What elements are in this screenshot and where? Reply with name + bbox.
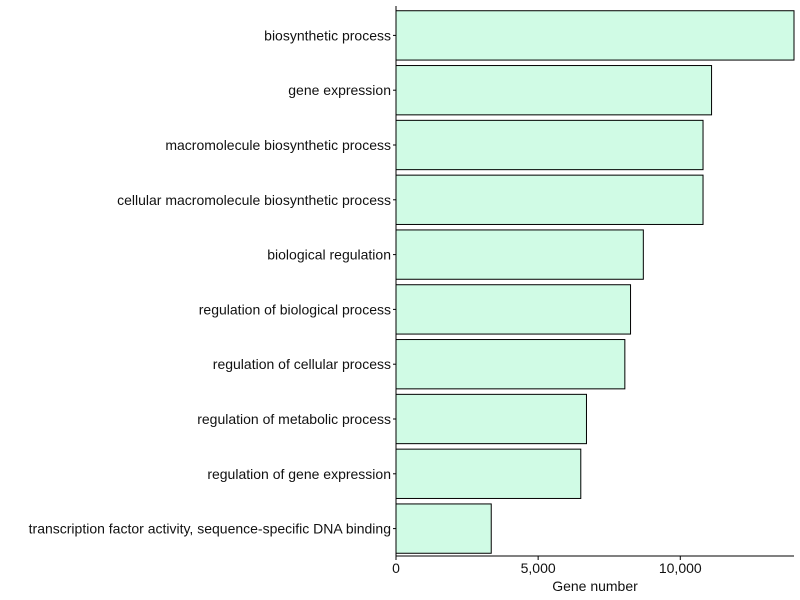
category-label: regulation of biological process: [199, 301, 391, 317]
bar: [395, 174, 704, 225]
bars-group: [395, 10, 795, 554]
bar: [395, 448, 582, 499]
category-label: gene expression: [288, 82, 391, 98]
x-tick-label: 10,000: [659, 560, 702, 576]
bar: [395, 119, 704, 171]
x-tick-label: 0: [392, 560, 400, 576]
category-label: biological regulation: [267, 247, 391, 263]
bar: [395, 229, 644, 280]
bar: [395, 284, 632, 335]
bar: [395, 503, 492, 554]
bar: [395, 393, 587, 445]
category-label: macromolecule biosynthetic process: [165, 137, 391, 153]
category-label: biosynthetic process: [264, 27, 391, 43]
bar: [395, 10, 795, 61]
x-axis-ticks: 0 5,000 10,000: [392, 556, 702, 576]
category-label: cellular macromolecule biosynthetic proc…: [117, 192, 391, 208]
category-label: regulation of metabolic process: [197, 411, 391, 427]
x-axis-title: Gene number: [552, 578, 638, 594]
category-label: regulation of cellular process: [213, 356, 391, 372]
category-label: transcription factor activity, sequence-…: [29, 521, 391, 537]
bar: [395, 65, 713, 116]
category-labels: biosynthetic process gene expression macro…: [29, 27, 391, 536]
bar: [395, 339, 626, 390]
category-label: regulation of gene expression: [207, 466, 391, 482]
x-tick-label: 5,000: [521, 560, 556, 576]
